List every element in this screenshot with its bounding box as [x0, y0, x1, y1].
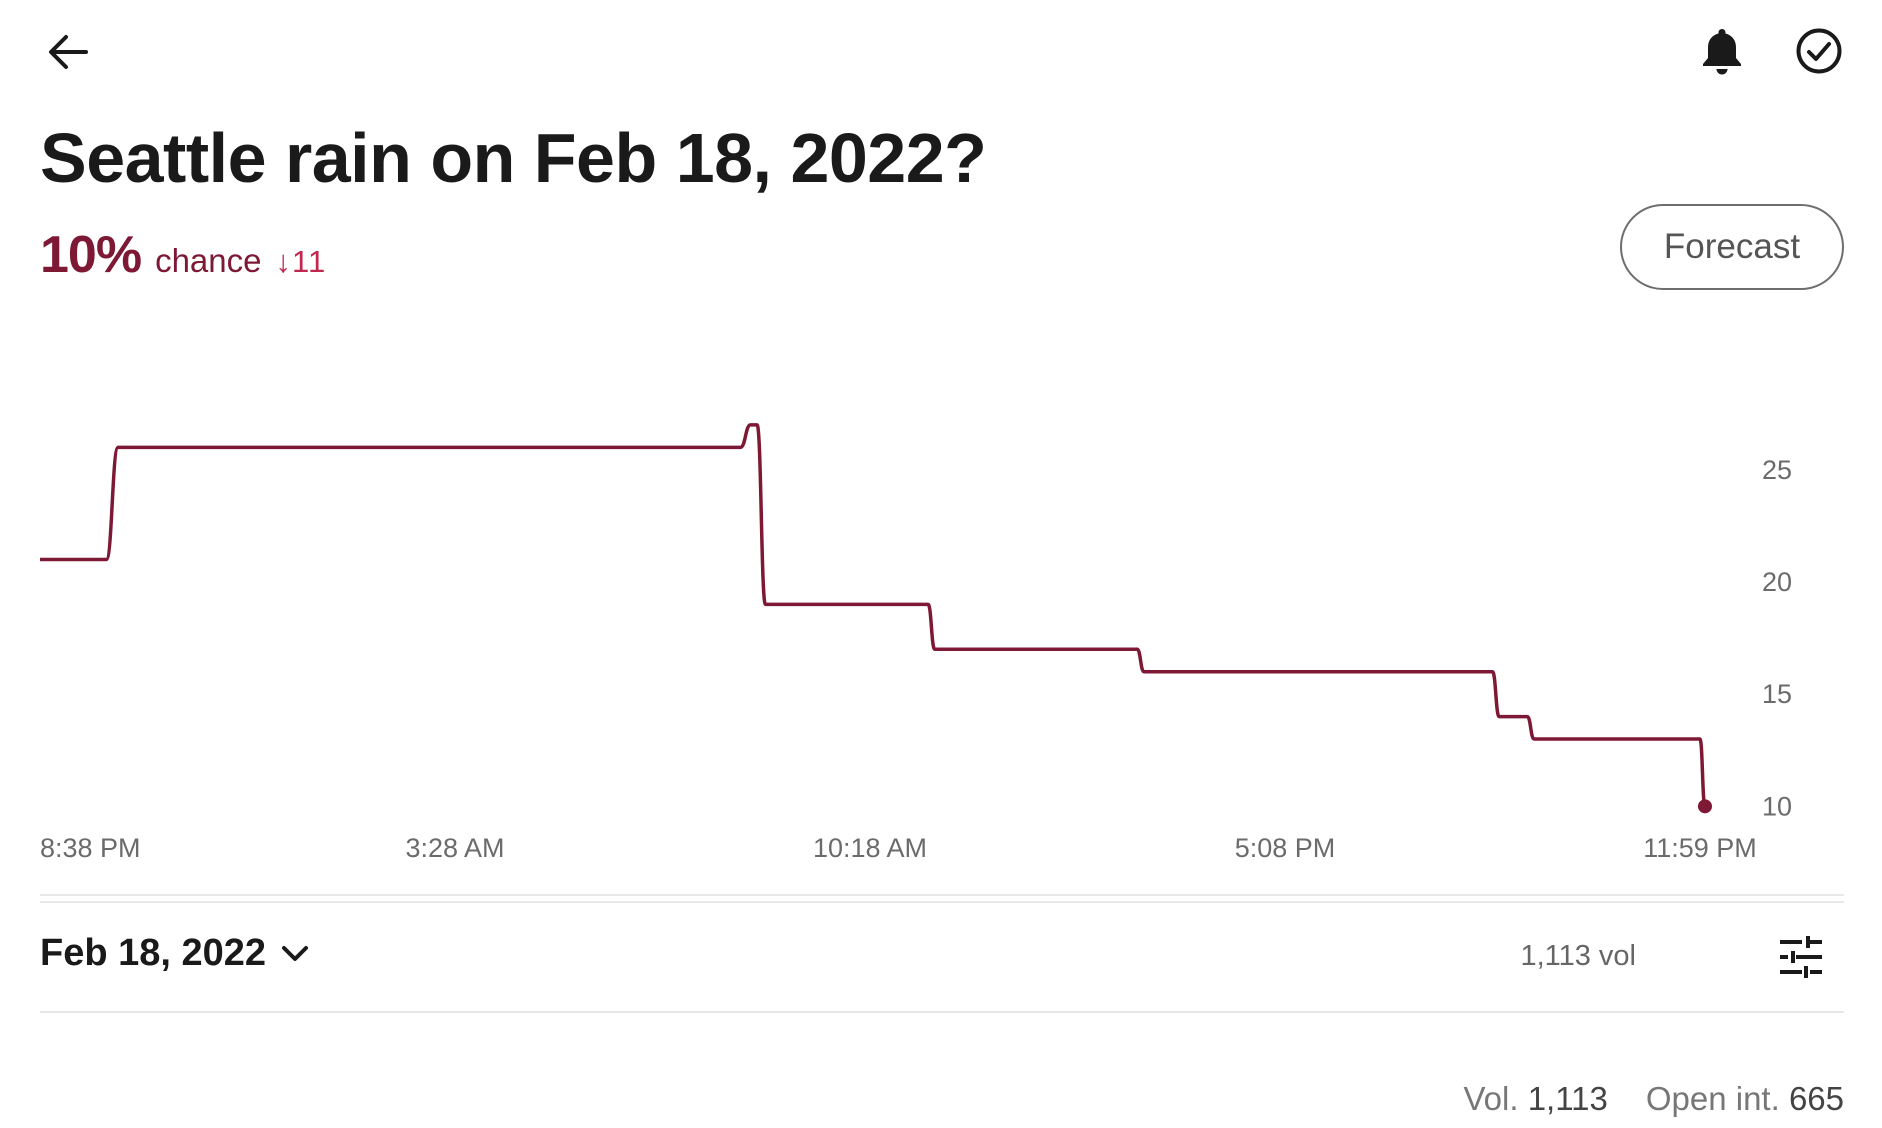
- forecast-button[interactable]: Forecast: [1620, 204, 1844, 290]
- arrow-left-icon[interactable]: [40, 24, 96, 80]
- chevron-down-icon: [280, 944, 310, 964]
- x-tick-label: 5:08 PM: [1235, 833, 1336, 860]
- x-axis-ticks: 8:38 PM 3:28 AM 10:18 AM 5:08 PM 11:59 PM: [40, 833, 1757, 860]
- chart-series: [40, 423, 1712, 814]
- date-dropdown-label: Feb 18, 2022: [40, 932, 267, 974]
- x-tick-label: 10:18 AM: [813, 833, 927, 860]
- market-stats: Vol. 1,113 Open int. 665: [1425, 1080, 1844, 1118]
- x-tick-label: 8:38 PM: [40, 833, 141, 860]
- bell-icon[interactable]: [1693, 22, 1751, 80]
- y-axis-ticks: 10 15 20 25: [1762, 455, 1792, 822]
- y-tick-label: 25: [1762, 455, 1792, 485]
- chance-label: chance: [155, 242, 262, 279]
- x-tick-label: 3:28 AM: [405, 833, 504, 860]
- date-dropdown[interactable]: Feb 18, 2022: [40, 932, 310, 975]
- x-tick-label: 11:59 PM: [1643, 833, 1757, 860]
- volume-label: Vol.: [1463, 1080, 1519, 1117]
- series-endpoint: [1697, 799, 1712, 814]
- open-interest-label: Open int.: [1645, 1080, 1780, 1117]
- chance-summary: 10% chance ↓11: [40, 225, 326, 285]
- top-bar: [0, 0, 1882, 100]
- volume-value: 1,113: [1527, 1080, 1608, 1117]
- sliders-icon[interactable]: [1776, 932, 1826, 982]
- section-divider: [40, 1011, 1844, 1013]
- y-tick-label: 10: [1762, 791, 1792, 821]
- open-interest-value: 665: [1788, 1080, 1844, 1117]
- chance-percent: 10%: [40, 226, 142, 284]
- series-line: [40, 423, 1707, 809]
- open-interest-stat: Open int. 665: [1646, 1080, 1844, 1118]
- chart-divider-bottom: [40, 901, 1844, 903]
- y-tick-label: 20: [1762, 567, 1792, 597]
- volume-indicator: 1,113 vol: [1520, 940, 1636, 972]
- chance-change: ↓11: [275, 244, 327, 279]
- y-tick-label: 15: [1762, 679, 1792, 709]
- price-chart[interactable]: 10 15 20 25 8:38 PM 3:28 AM 10:18 AM 5:08 PM 11…: [0, 380, 1882, 860]
- check-circle-icon[interactable]: [1790, 22, 1848, 80]
- volume-stat: Vol. 1,113: [1463, 1080, 1607, 1118]
- chart-divider-top: [40, 894, 1844, 896]
- page-title: Seattle rain on Feb 18, 2022?: [40, 119, 987, 197]
